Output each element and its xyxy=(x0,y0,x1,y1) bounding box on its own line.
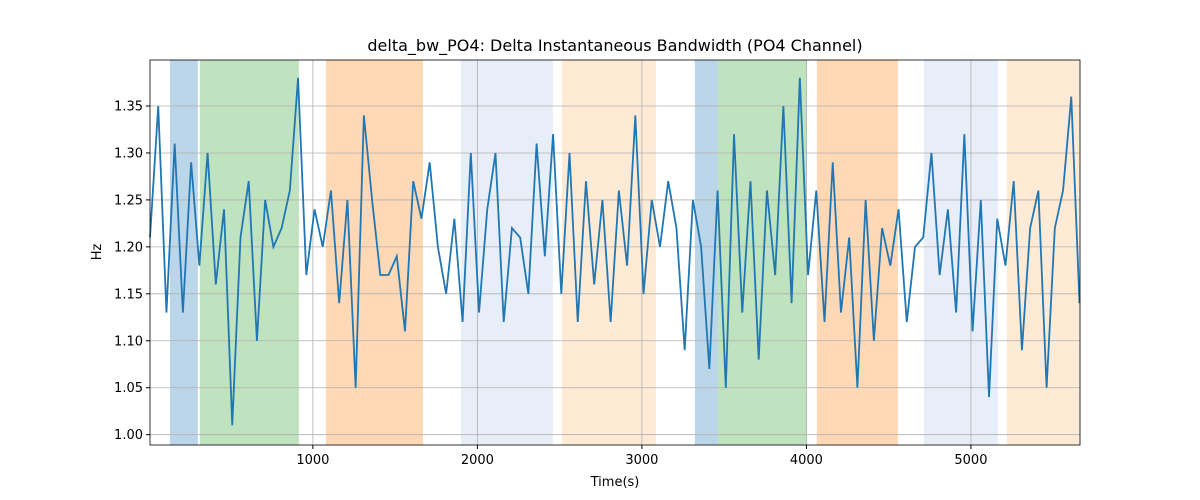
span xyxy=(694,60,718,445)
span xyxy=(923,60,998,445)
x-tick-label: 2000 xyxy=(461,453,494,468)
x-axis-label: Time(s) xyxy=(590,475,640,490)
y-tick-label: 1.00 xyxy=(114,428,143,443)
x-tick-label: 4000 xyxy=(790,453,823,468)
axes-frame xyxy=(149,59,1081,446)
y-tick-label: 1.25 xyxy=(114,193,143,208)
lines xyxy=(149,77,1081,426)
y-axis-label: Hz xyxy=(90,244,105,261)
span xyxy=(169,60,198,445)
y-tick-label: 1.35 xyxy=(114,100,143,115)
span xyxy=(325,60,423,445)
span xyxy=(460,60,553,445)
x-tick-label: 1000 xyxy=(296,453,329,468)
y-tick-label: 1.10 xyxy=(114,334,143,349)
x-tick-label: 5000 xyxy=(954,453,987,468)
span xyxy=(1006,60,1080,445)
y-tick-label: 1.15 xyxy=(114,287,143,302)
span xyxy=(199,60,299,445)
y-tick-label: 1.20 xyxy=(114,240,143,255)
span xyxy=(717,60,807,445)
data-line xyxy=(149,77,1081,426)
span xyxy=(561,60,656,445)
x-tick-label: 3000 xyxy=(625,453,658,468)
y-tick-label: 1.05 xyxy=(114,381,143,396)
spans xyxy=(169,60,1080,445)
y-tick-label: 1.30 xyxy=(114,146,143,161)
chart-title: delta_bw_PO4: Delta Instantaneous Bandwi… xyxy=(367,36,862,56)
